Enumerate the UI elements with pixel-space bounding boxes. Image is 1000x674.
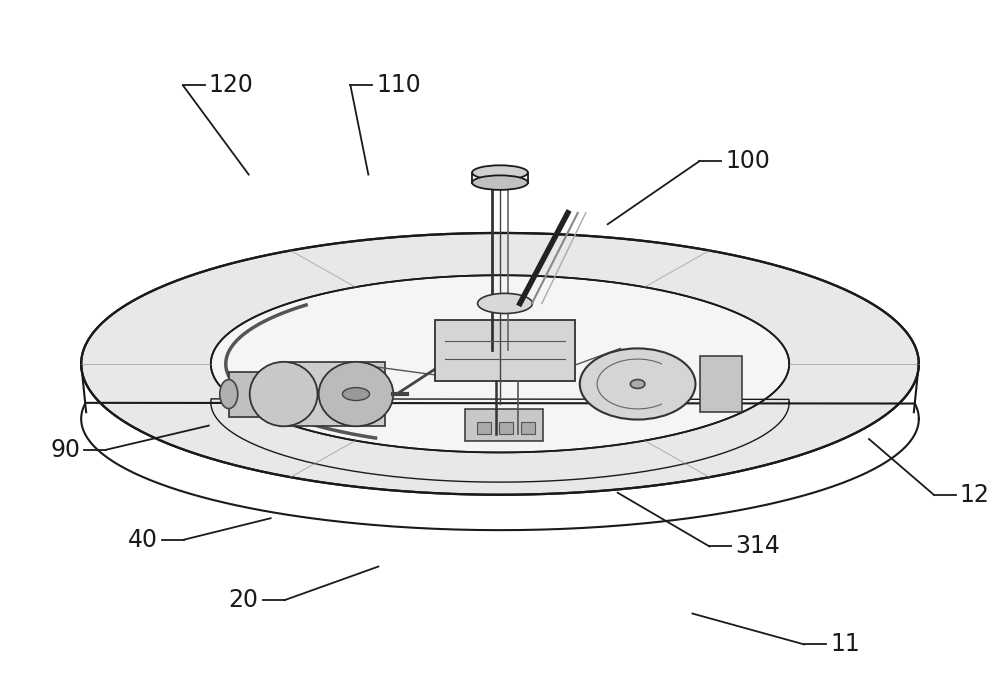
Ellipse shape (211, 275, 789, 452)
Ellipse shape (319, 362, 393, 426)
Bar (700, 355, 742, 412)
Bar (229, 371, 287, 417)
Text: 100: 100 (725, 149, 770, 173)
Text: 90: 90 (50, 438, 80, 462)
Ellipse shape (580, 348, 695, 419)
Bar (435, 320, 575, 381)
Bar (499, 422, 513, 434)
Ellipse shape (250, 362, 318, 426)
Text: 120: 120 (209, 73, 254, 97)
Text: 11: 11 (830, 632, 860, 656)
Bar (284, 362, 385, 426)
Text: 110: 110 (376, 73, 421, 97)
Ellipse shape (478, 293, 532, 313)
Text: 40: 40 (128, 528, 158, 552)
Text: 314: 314 (735, 534, 780, 559)
Bar (477, 422, 491, 434)
Ellipse shape (472, 165, 528, 180)
Ellipse shape (220, 379, 238, 408)
Text: 12: 12 (960, 483, 990, 507)
Ellipse shape (342, 388, 370, 400)
Ellipse shape (472, 175, 528, 190)
Bar (521, 422, 535, 434)
Ellipse shape (630, 379, 645, 388)
Text: 20: 20 (229, 588, 259, 612)
Ellipse shape (81, 233, 919, 495)
Bar (465, 409, 543, 441)
